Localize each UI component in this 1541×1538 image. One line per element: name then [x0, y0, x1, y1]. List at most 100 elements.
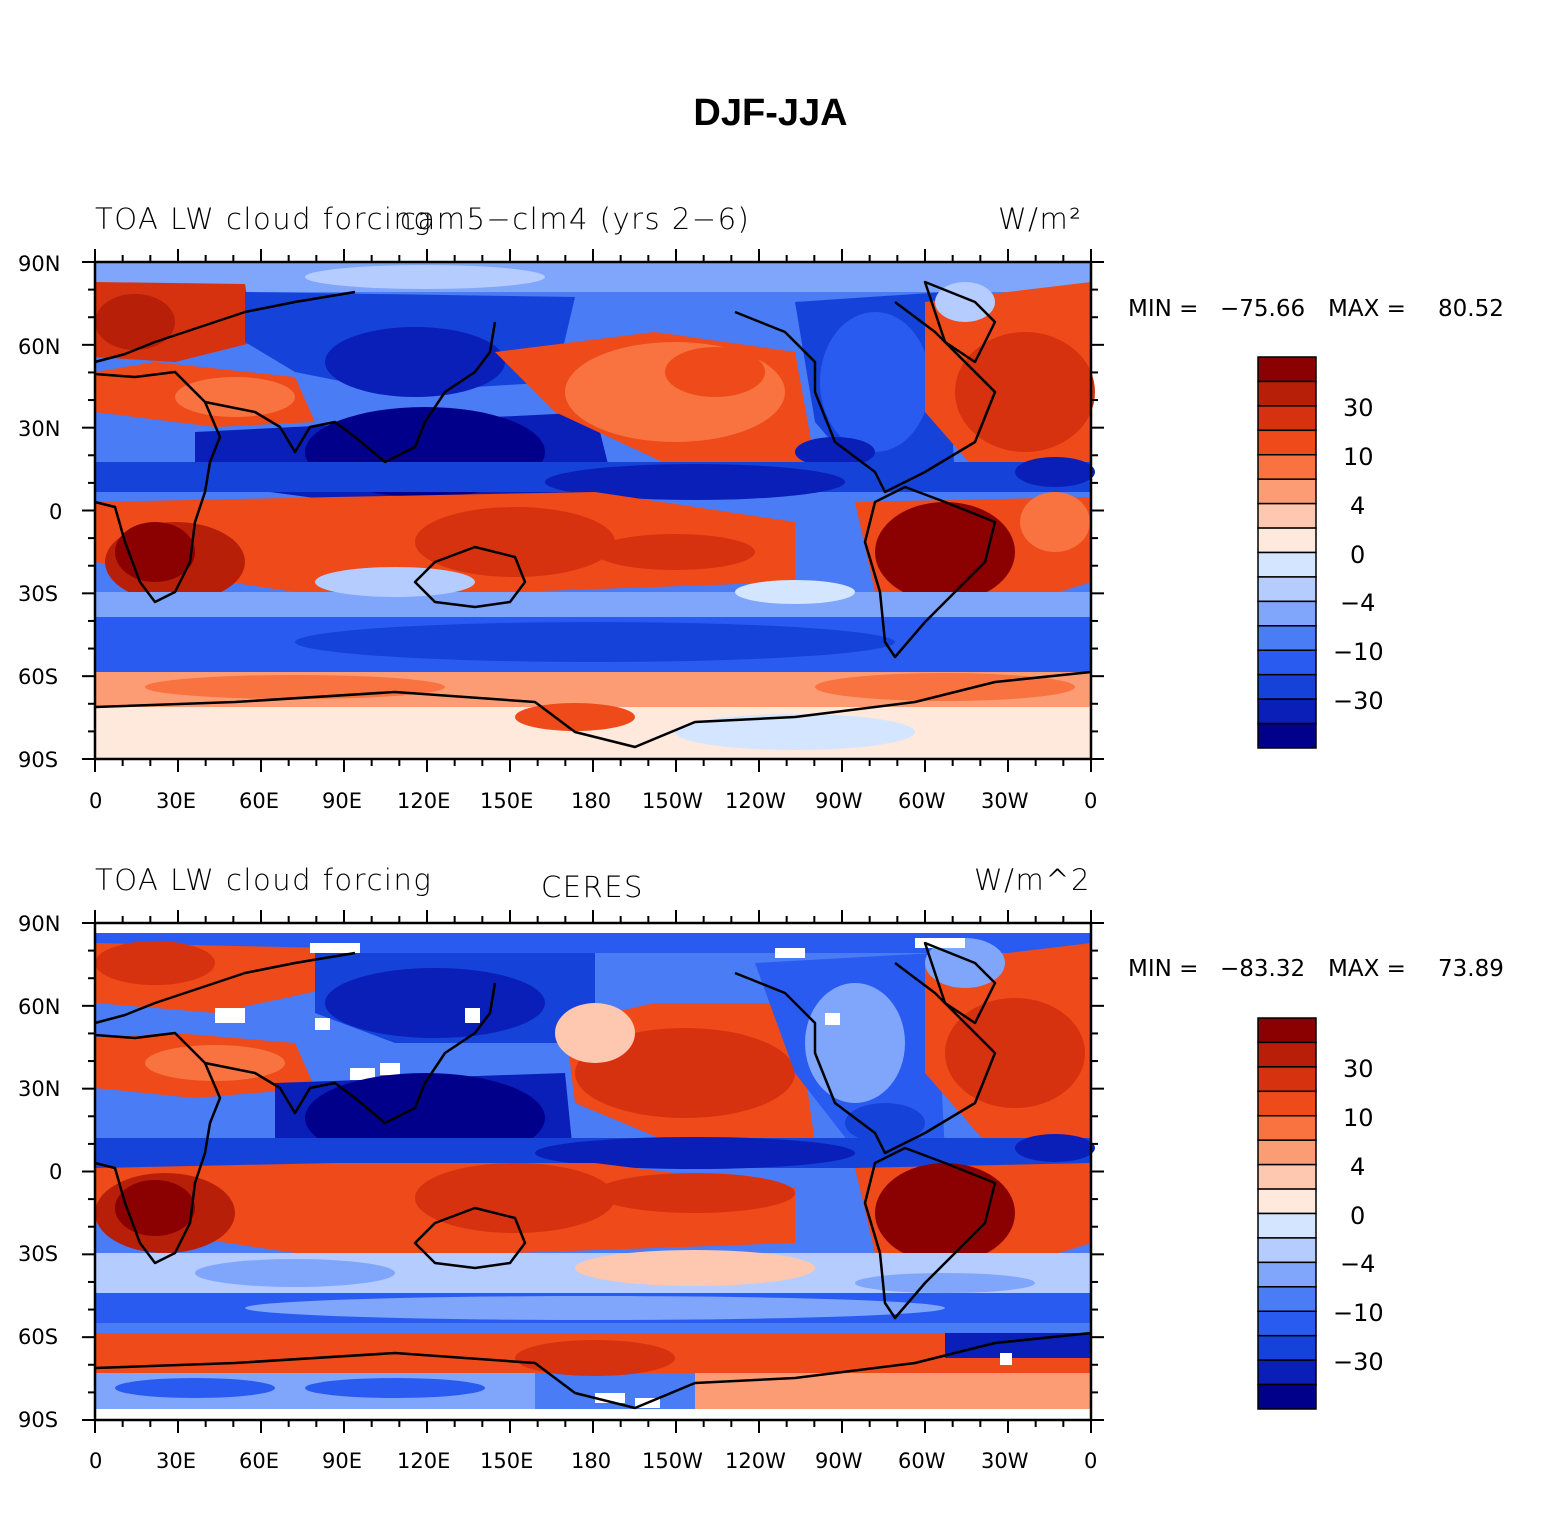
panel-1-colorbar-label: 4 — [1350, 492, 1366, 520]
colorbar-box — [1257, 356, 1317, 383]
panel-1-max-value: 80.52 — [1438, 296, 1504, 322]
colorbar-box — [1257, 1139, 1317, 1166]
panel-1-lat-label: 90S — [18, 748, 59, 772]
panel-2-lon-label: 150W — [642, 1449, 703, 1473]
panel-2-lon-label: 90W — [815, 1449, 863, 1473]
colorbar-box — [1257, 1090, 1317, 1117]
panel-1-lon-label: 120E — [397, 789, 451, 813]
panel-1-lon-label: 0 — [1084, 789, 1098, 813]
map-frame — [82, 249, 1104, 772]
colorbar-box — [1257, 1212, 1317, 1239]
colorbar-box — [1257, 454, 1317, 480]
panel-2-lat-label: 60S — [18, 1325, 59, 1349]
panel-2-lat-label: 0 — [49, 1160, 63, 1184]
panel-1-lon-label: 120W — [725, 789, 786, 813]
panel-1-contour-fields — [95, 262, 1095, 759]
panel-2-units: W/m^2 — [974, 863, 1091, 897]
panel-2-lon-label: 60W — [898, 1449, 946, 1473]
panel-1-coastlines — [94, 280, 1092, 749]
panel-1-min-value: −75.66 — [1220, 296, 1306, 322]
panel-1-lon-label: 90W — [815, 789, 863, 813]
panel-2-coastlines — [94, 941, 1092, 1410]
colorbar-box — [1257, 1066, 1317, 1093]
map-frame — [82, 910, 1104, 1433]
panel-1-colorbar-label: −10 — [1333, 638, 1384, 666]
panel-1-map — [82, 249, 1104, 772]
panel-2-lon-label: 30W — [981, 1449, 1029, 1473]
panel-2-lon-label: 90E — [322, 1449, 362, 1473]
panel-1-lat-label: 90N — [18, 252, 61, 276]
panel-1-lat-label: 30N — [18, 417, 61, 441]
panel-1-colorbar-label: −30 — [1333, 687, 1384, 715]
colorbar-box — [1257, 478, 1317, 505]
panel-2-colorbar-label: 4 — [1350, 1153, 1366, 1181]
panel-2-lat-label: 90S — [18, 1408, 59, 1432]
panel-1-colorbar-label: −4 — [1340, 589, 1376, 617]
panel-1-lat-label: 0 — [49, 500, 63, 524]
colorbar-box — [1257, 576, 1317, 603]
panel-1-lon-label: 60E — [239, 789, 279, 813]
colorbar-box — [1257, 1163, 1317, 1190]
panel-2-contour-fields — [95, 933, 1095, 1409]
panel-1-colorbar-label: 30 — [1343, 394, 1374, 422]
panel-2-min-label: MIN = — [1128, 956, 1199, 982]
panel-2-lon-label: 30E — [156, 1449, 196, 1473]
panel-2-colorbar-label: 10 — [1343, 1104, 1374, 1132]
panel-2-lon-label: 120W — [725, 1449, 786, 1473]
panel-2-lon-label: 0 — [1084, 1449, 1098, 1473]
panel-2-lon-label: 120E — [397, 1449, 451, 1473]
figure-title: DJF-JJA — [693, 92, 848, 134]
colorbar-box — [1257, 527, 1317, 554]
colorbar-box — [1257, 1286, 1317, 1312]
panel-2-lat-label: 60N — [18, 995, 61, 1019]
panel-2-center-title: CERES — [541, 870, 644, 904]
colorbar-box — [1257, 1359, 1317, 1386]
panel-2-lat-label: 30S — [18, 1242, 59, 1266]
panel-2-colorbar-label: 30 — [1343, 1055, 1374, 1083]
panel-1-colorbar-label: 0 — [1350, 541, 1366, 569]
panel-1-lon-label: 150W — [642, 789, 703, 813]
colorbar-box — [1257, 673, 1317, 700]
panel-2-lon-label: 0 — [89, 1449, 103, 1473]
colorbar-box — [1257, 1041, 1317, 1068]
colorbar-box — [1257, 380, 1317, 407]
panel-1-lon-label: 0 — [89, 789, 103, 813]
panel-2-colorbar-label: 0 — [1350, 1202, 1366, 1230]
panel-1-lat-label: 30S — [18, 582, 59, 606]
colorbar-box — [1257, 551, 1317, 578]
panel-2-lon-label: 180 — [571, 1449, 612, 1473]
panel-2-max-value: 73.89 — [1438, 956, 1504, 982]
panel-1-left-title: TOA LW cloud forcing — [95, 202, 433, 236]
panel-2-colorbar-label: −4 — [1340, 1250, 1376, 1278]
panel-1-max-label: MAX = — [1328, 296, 1406, 322]
colorbar-box — [1257, 1310, 1317, 1337]
panel-2-colorbar-label: −30 — [1333, 1348, 1384, 1376]
panel-2-colorbar — [1257, 1017, 1317, 1410]
panel-2-lat-label: 90N — [18, 912, 61, 936]
colorbar-box — [1257, 1334, 1317, 1361]
panel-1-lon-label: 60W — [898, 789, 946, 813]
panel-1-lon-label: 30E — [156, 789, 196, 813]
panel-2-max-label: MAX = — [1328, 956, 1406, 982]
colorbar-box — [1257, 1383, 1317, 1410]
colorbar-box — [1257, 1261, 1317, 1288]
colorbar-box — [1257, 405, 1317, 432]
panel-2-lon-label: 150E — [480, 1449, 534, 1473]
colorbar-box — [1257, 722, 1317, 749]
panel-1-lat-label: 60S — [18, 665, 59, 689]
panel-2-colorbar-label: −10 — [1333, 1299, 1384, 1327]
colorbar-box — [1257, 600, 1317, 627]
panel-2-map — [82, 910, 1104, 1433]
colorbar-box — [1257, 698, 1317, 725]
panel-1-lat-label: 60N — [18, 335, 61, 359]
colorbar-box — [1257, 429, 1317, 456]
colorbar-box — [1257, 502, 1317, 529]
panel-1-lon-label: 150E — [480, 789, 534, 813]
colorbar-box — [1257, 1115, 1317, 1141]
colorbar-box — [1257, 1237, 1317, 1264]
panel-1-center-title: cam5−clm4 (yrs 2−6) — [400, 202, 751, 236]
panel-2-left-title: TOA LW cloud forcing — [95, 863, 433, 897]
colorbar-box — [1257, 1017, 1317, 1044]
panel-1-lon-label: 90E — [322, 789, 362, 813]
colorbar-box — [1257, 625, 1317, 651]
